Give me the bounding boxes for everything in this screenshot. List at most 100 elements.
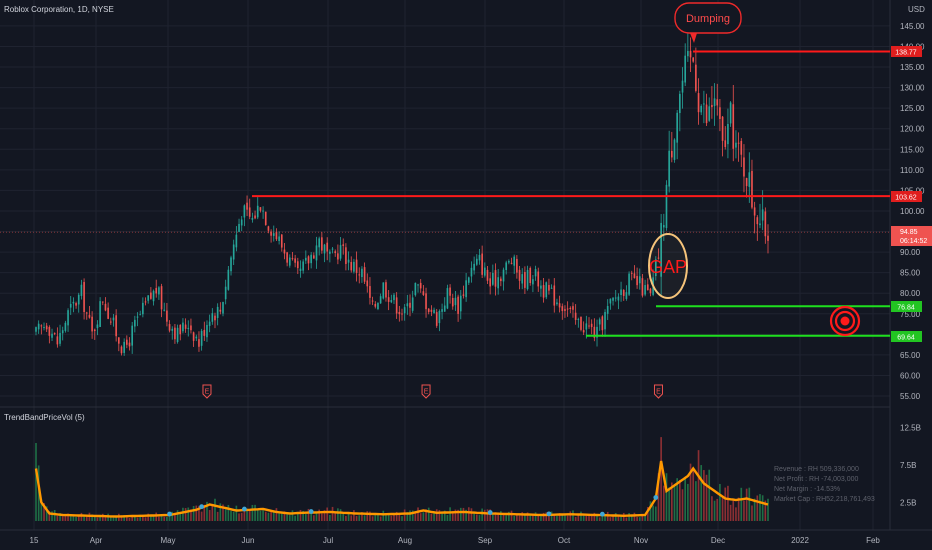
volume-bar [636,516,638,521]
price-tick-label[interactable]: 75.00 [900,310,921,319]
price-tick-label[interactable]: 125.00 [900,104,925,113]
candle-body [430,309,433,312]
candle-body [737,142,740,144]
candle-body [227,269,230,290]
time-axis-ticks[interactable]: 15 Apr May Jun Jul Aug Sep Oct Nov Dec 2022 Feb [30,536,881,545]
volume-dot [308,509,314,514]
time-tick-label[interactable]: Oct [558,536,571,545]
volume-bar [112,515,115,521]
candle-body [59,332,61,344]
volume-tick-label[interactable]: 12.5B [900,423,921,432]
volume-bar [703,470,705,521]
candle-body [393,294,395,301]
time-tick-label[interactable]: Dec [711,536,725,545]
price-tick-label[interactable]: 130.00 [900,84,925,93]
candle-body [646,284,649,291]
volume-axis-ticks[interactable]: 2.5B 7.5B 12.5B [900,423,921,507]
candle-body [753,207,756,216]
volume-tick-label[interactable]: 7.5B [900,461,916,470]
gap-circle [648,233,688,299]
badge-last-price-text: 94.85 [900,229,918,236]
price-tick-label[interactable]: 105.00 [900,186,925,195]
volume-tick-label[interactable]: 2.5B [900,498,916,507]
dumping-callout[interactable]: Dumping [674,2,742,43]
time-tick-label[interactable]: Aug [398,536,412,545]
candle-body [240,219,243,226]
price-tick-label[interactable]: 100.00 [900,207,925,216]
time-tick-label[interactable]: 15 [30,536,39,545]
volume-bar [230,510,232,521]
candle-body [262,210,264,212]
candle-body [208,321,211,326]
time-tick-label[interactable]: Apr [90,536,103,545]
price-tick-label[interactable]: 60.00 [900,371,921,380]
candle-body [500,278,502,282]
candle-body [756,217,759,225]
earnings-badge [653,384,663,399]
earnings-badge [202,384,212,399]
candle-body [379,296,382,304]
candle-body [417,284,419,286]
candle-body [270,231,272,236]
volume-bar [331,506,334,521]
volume-bar [719,483,721,521]
price-tick-label[interactable]: 55.00 [900,392,921,401]
volume-bar [601,516,604,521]
time-tick-label[interactable]: May [160,536,175,545]
volume-bar [395,511,398,521]
candle-body [668,150,670,187]
time-tick-label[interactable]: Sep [478,536,493,545]
candle-body [326,242,329,252]
dumping-label: Dumping [686,13,730,25]
candle-body [155,287,158,294]
volume-bar [176,510,179,521]
price-tick-label[interactable]: 115.00 [900,145,924,154]
volume-bar [254,504,256,521]
time-tick-label[interactable]: Nov [634,536,648,545]
candle-body [748,172,751,187]
price-tick-label[interactable]: 135.00 [900,63,925,72]
volume-bar [614,513,617,521]
price-tick-label[interactable]: 145.00 [900,22,925,31]
candle-body [219,309,222,312]
volume-bar [689,463,692,521]
volume-bar [56,515,59,521]
volume-bar [222,504,224,521]
volume-bar [417,507,419,521]
gap-annotation[interactable]: GAP [648,233,688,299]
price-tick-label[interactable]: 110.00 [900,166,924,175]
price-tick-label[interactable]: 85.00 [900,269,921,278]
volume-bar [641,515,644,521]
price-tick-label[interactable]: 65.00 [900,351,921,360]
volume-bar [329,514,331,521]
volume-bar [553,514,556,521]
time-tick-label[interactable]: Jun [242,536,255,545]
time-tick-label[interactable]: 2022 [791,536,809,545]
price-tick-label[interactable]: 90.00 [900,248,921,257]
volume-bar [51,511,53,521]
candle-body [564,309,566,311]
volume-bar [403,509,406,521]
volume-bar [166,516,168,521]
candle-body [182,322,184,332]
price-tick-label[interactable]: 80.00 [900,289,921,298]
time-tick-label[interactable]: Feb [866,536,880,545]
volume-bar [550,511,553,521]
volume-bar [123,515,125,521]
volume-bar [657,473,660,521]
volume-bar [617,514,620,521]
time-tick-label[interactable]: Jul [323,536,333,545]
volume-bar [505,515,508,521]
volume-bar [155,512,158,521]
volume-bar [596,516,598,521]
price-tick-label[interactable]: 120.00 [900,125,925,134]
candle-body [620,289,622,296]
candle-body [465,280,467,298]
candle-body [761,209,764,221]
volume-bar [304,514,307,521]
volume-bar [662,485,665,521]
volume-bar [393,514,395,521]
target-icon[interactable] [829,305,861,337]
